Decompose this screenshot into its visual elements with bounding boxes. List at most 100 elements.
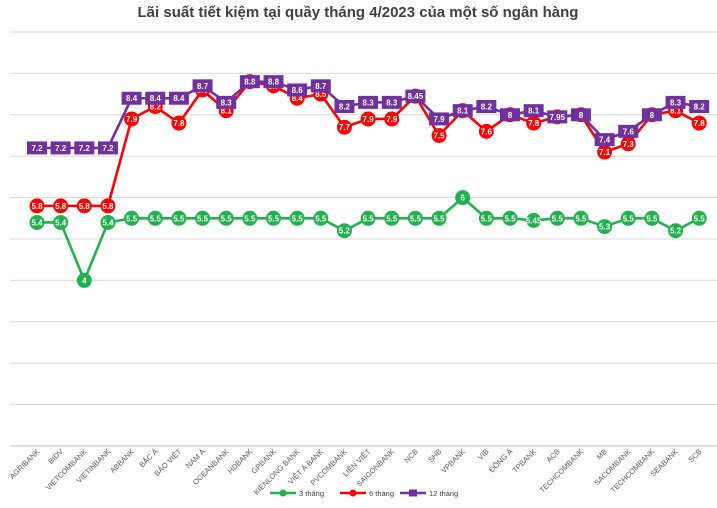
data-label: 5.5	[410, 214, 422, 223]
data-point	[620, 210, 636, 226]
data-point	[289, 210, 305, 226]
data-point	[168, 91, 189, 105]
data-label: 5.5	[221, 214, 233, 223]
data-label: 7.9	[363, 115, 375, 124]
data-point	[100, 214, 116, 230]
data-label: 7.8	[173, 119, 185, 128]
data-label: 8.45	[408, 92, 424, 101]
legend-swatch-marker	[279, 489, 287, 497]
data-point	[594, 133, 615, 147]
data-label: 8.3	[221, 98, 233, 107]
x-tick-label: MB	[595, 447, 609, 461]
data-point	[597, 144, 613, 160]
data-label: 5.5	[150, 214, 162, 223]
data-point	[287, 83, 308, 97]
data-point	[384, 210, 400, 226]
data-point	[384, 111, 400, 127]
data-point	[431, 128, 447, 143]
data-point	[195, 210, 211, 226]
data-point	[100, 198, 116, 214]
x-tick-label: BIDV	[46, 447, 65, 466]
data-point	[171, 115, 187, 131]
legend-label: 3 tháng	[299, 489, 324, 498]
data-point	[358, 95, 379, 109]
data-point	[171, 210, 187, 226]
data-label: 8.4	[150, 94, 162, 103]
x-tick-label: TECHCOMBANK	[538, 447, 586, 495]
data-point	[360, 210, 376, 226]
data-point	[500, 108, 520, 122]
grid-lines	[10, 31, 717, 447]
legend-label: 6 tháng	[369, 489, 394, 498]
data-point	[218, 210, 234, 226]
data-label: 5.4	[31, 218, 43, 227]
data-point	[547, 110, 568, 124]
data-point	[242, 210, 258, 226]
data-point	[431, 210, 447, 226]
data-label: 7.95	[550, 113, 566, 122]
x-tick-label: HDBANK	[226, 447, 254, 475]
data-point	[76, 272, 92, 288]
data-label: 7.2	[79, 144, 91, 153]
data-label: 8.4	[173, 94, 185, 103]
data-label: 7.1	[599, 148, 611, 157]
data-point	[570, 108, 591, 122]
data-point	[121, 91, 142, 105]
data-point	[313, 210, 329, 226]
data-point	[266, 210, 281, 226]
data-point	[74, 141, 95, 155]
data-point	[192, 79, 213, 93]
data-point	[452, 104, 473, 118]
data-label: 5.5	[481, 214, 493, 223]
data-label: 8.1	[528, 107, 540, 116]
data-point	[145, 91, 166, 105]
data-point	[618, 124, 639, 138]
data-label: 8.3	[670, 98, 682, 107]
data-label: 5.8	[55, 202, 67, 211]
data-point	[360, 111, 376, 127]
data-label: 5.3	[599, 223, 611, 232]
data-label: 7.9	[386, 115, 398, 124]
data-point	[689, 100, 710, 114]
data-label: 8	[579, 111, 584, 120]
data-label: 7.2	[102, 144, 114, 153]
data-point	[620, 136, 636, 152]
data-label: 7.8	[528, 119, 540, 128]
data-point	[29, 214, 45, 230]
data-label: 5.5	[126, 214, 138, 223]
series-3: 7.2 7.2 7.2 7.28.4 8.4 8.48.78.38.8 8.88.6 8.78…	[27, 75, 710, 155]
data-label: 8.2	[694, 103, 706, 112]
data-label: 8.3	[386, 98, 398, 107]
data-point	[216, 95, 237, 109]
data-point	[29, 198, 45, 214]
data-label: 5.5	[268, 214, 280, 223]
data-label: 5.5	[292, 214, 304, 223]
data-label: 5.5	[386, 214, 398, 223]
x-tick-label: SCB	[686, 447, 703, 464]
legend-item: 6 tháng	[340, 489, 394, 498]
data-point	[502, 210, 518, 226]
data-label: 7.8	[694, 119, 706, 128]
data-point	[336, 223, 352, 239]
data-label: 5.8	[79, 202, 91, 211]
x-tick-label: AGRIBANK	[8, 447, 42, 481]
data-label: 8.1	[221, 107, 233, 116]
data-label: 8.4	[126, 94, 138, 103]
data-label: 6	[460, 194, 465, 203]
data-point	[27, 141, 47, 155]
data-point	[549, 210, 565, 226]
data-point	[668, 223, 684, 239]
data-label: 8.1	[670, 107, 682, 116]
data-point	[573, 210, 589, 226]
x-tick-label: ABBANK	[108, 447, 136, 475]
data-label: 8.2	[481, 103, 493, 112]
data-point	[407, 210, 423, 226]
data-label: 5.5	[244, 214, 256, 223]
data-label: 8.2	[339, 103, 351, 112]
legend-swatch-marker	[349, 489, 357, 497]
x-tick-label: SHB	[426, 447, 443, 464]
data-label: 5.5	[552, 214, 564, 223]
data-label: 8	[650, 111, 655, 120]
